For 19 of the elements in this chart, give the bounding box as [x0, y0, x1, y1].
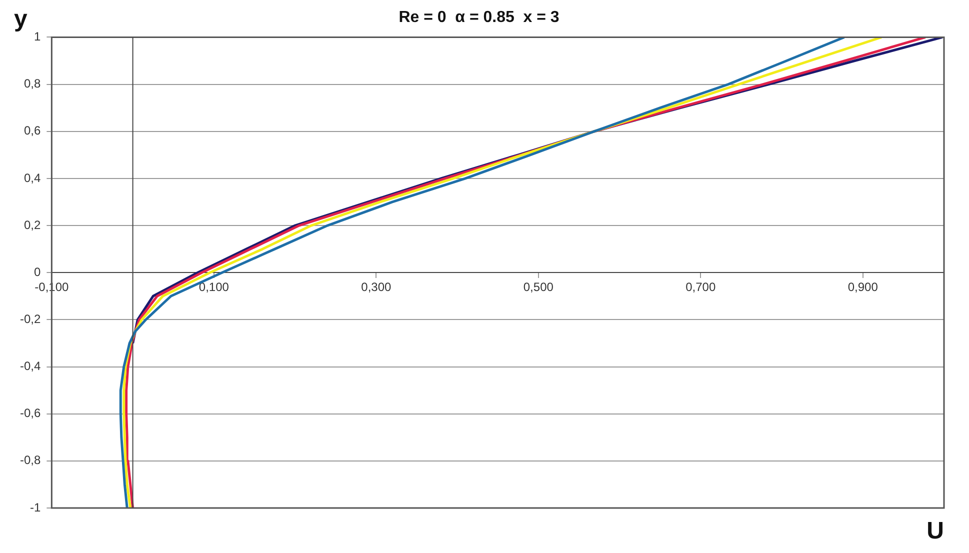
x-tick-label: 0,900: [848, 280, 878, 294]
chart-title: Re = 0 α = 0.85 x = 3: [398, 9, 560, 26]
y-tick-label: 0,4: [24, 170, 41, 185]
x-tick-label: 0,300: [361, 280, 392, 294]
y-tick-label: -0,4: [20, 359, 41, 374]
y-tick-label: 0,6: [24, 124, 41, 138]
x-tick-label: 0,500: [523, 280, 554, 294]
y-tick-label: 0,2: [24, 218, 41, 232]
y-tick-label: 1: [34, 30, 41, 44]
y-tick-label: 0,8: [24, 76, 41, 91]
y-tick-label: -0,6: [20, 406, 41, 420]
y-tick-label: -0,2: [20, 312, 41, 326]
y-axis-title: y: [14, 6, 28, 33]
x-tick-label: 0,100: [198, 280, 230, 294]
x-tick-label: 0,700: [686, 280, 716, 294]
y-tick-label: -1: [30, 500, 41, 514]
x-axis-title: U: [926, 518, 944, 545]
y-tick-label: -0,8: [20, 453, 41, 468]
y-tick-label: 0: [34, 264, 41, 279]
